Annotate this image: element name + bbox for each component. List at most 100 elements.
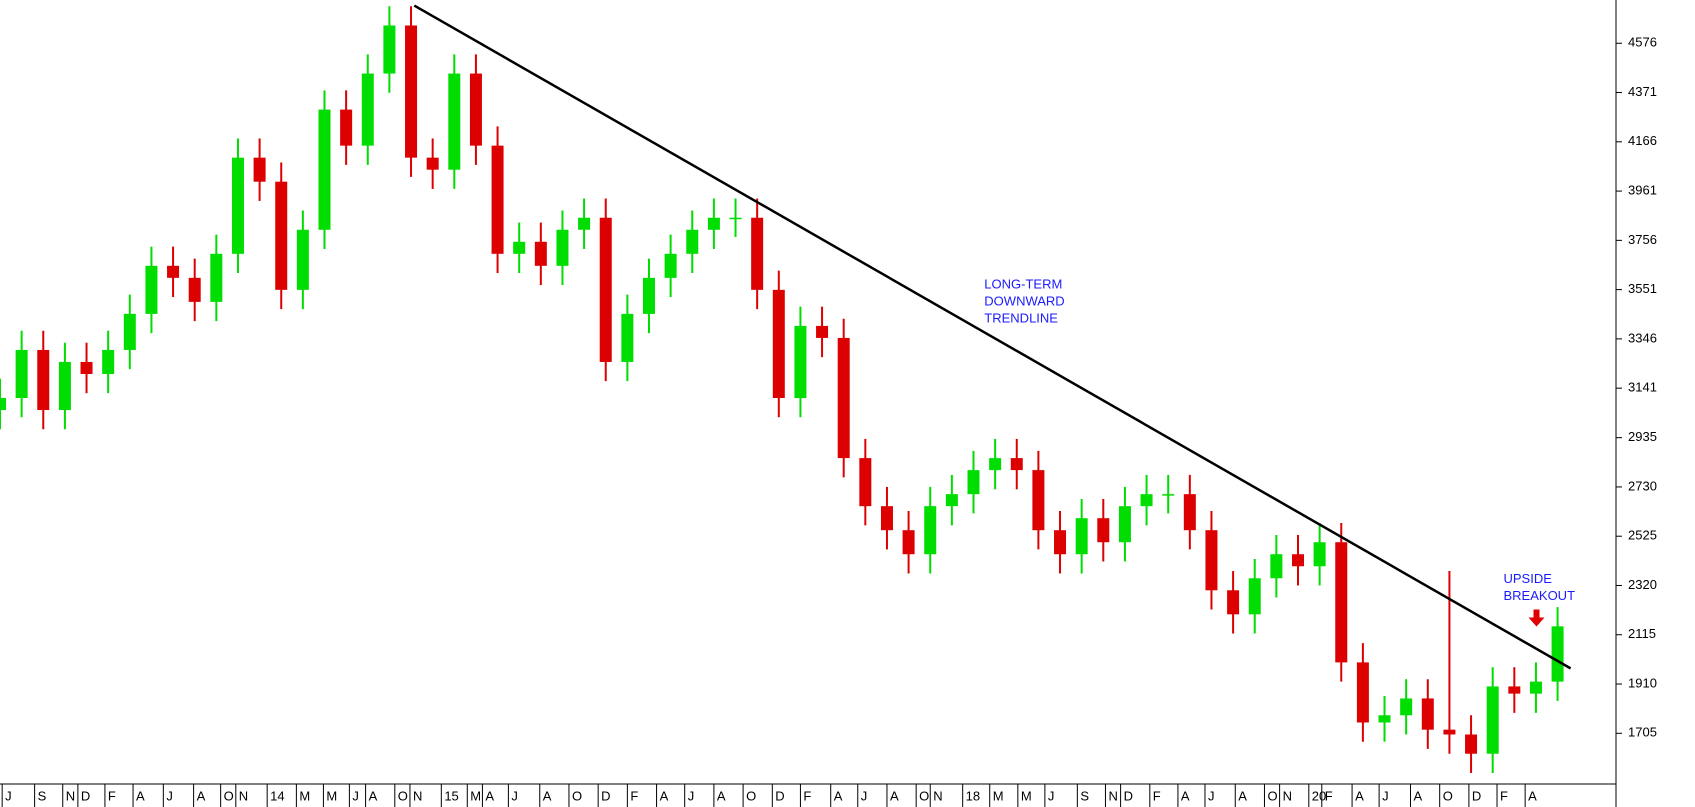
x-tick-label: J <box>1048 788 1055 803</box>
x-tick-label: J <box>511 788 518 803</box>
candle-body <box>1118 506 1131 543</box>
y-tick-label: 4576 <box>1628 35 1657 50</box>
candle-body <box>686 229 699 254</box>
candle-body <box>642 277 655 314</box>
candle-body <box>1378 715 1391 723</box>
y-tick-label: 2115 <box>1628 626 1656 641</box>
y-tick-label: 3141 <box>1628 380 1657 395</box>
candle-body <box>296 229 309 290</box>
candle-body <box>1140 494 1153 507</box>
y-tick-label: 4166 <box>1628 133 1657 148</box>
x-tick-label: A <box>834 788 843 803</box>
candle-body <box>1335 542 1348 663</box>
annotation: TRENDLINE <box>984 310 1058 325</box>
candle-body <box>1486 686 1499 754</box>
candle-body <box>469 73 482 146</box>
candle-body <box>1075 518 1088 555</box>
candle-body <box>1313 542 1326 567</box>
candle-body <box>1421 698 1434 730</box>
candle-body <box>1551 626 1564 682</box>
candle-body <box>231 157 244 254</box>
x-tick-label: F <box>1153 788 1161 803</box>
candle-body <box>188 277 201 302</box>
candle-body <box>1529 681 1542 694</box>
candle-body <box>253 157 266 182</box>
candle-body <box>859 458 872 507</box>
candle-body <box>275 181 288 290</box>
candle-body <box>967 470 980 495</box>
y-tick-label: 3961 <box>1628 183 1657 198</box>
candle-body <box>707 217 720 230</box>
x-tick-label: N <box>933 788 942 803</box>
candle-body <box>664 253 677 278</box>
candle-body <box>1291 554 1304 567</box>
x-tick-label: A <box>1413 788 1422 803</box>
candle-body <box>145 265 158 314</box>
x-tick-label: M <box>299 788 310 803</box>
x-tick-label: J <box>861 788 868 803</box>
y-tick-label: 3756 <box>1628 232 1657 247</box>
candle-body <box>880 506 893 531</box>
x-tick-label: J <box>5 788 12 803</box>
x-tick-label: 18 <box>966 788 980 803</box>
candle-body <box>1400 698 1413 716</box>
candle-body <box>989 458 1002 471</box>
x-tick-label: 20 <box>1312 788 1326 803</box>
candle-body <box>1054 530 1067 555</box>
y-tick-label: 2525 <box>1628 528 1657 543</box>
candle-body <box>210 253 223 302</box>
candle-body <box>1183 494 1196 531</box>
x-tick-label: O <box>224 788 234 803</box>
x-tick-label: M <box>326 788 337 803</box>
candle-body <box>1508 686 1521 694</box>
x-tick-label: O <box>572 788 582 803</box>
candle-body <box>1227 590 1240 615</box>
x-tick-label: A <box>136 788 145 803</box>
x-tick-label: J <box>1208 788 1215 803</box>
candle-body <box>513 241 526 254</box>
x-tick-label: A <box>369 788 378 803</box>
x-tick-label: F <box>630 788 638 803</box>
candle-body <box>794 325 807 399</box>
candle-body <box>599 217 612 362</box>
candle-body <box>772 289 785 399</box>
candle-body <box>80 361 93 374</box>
candle-body <box>556 229 569 266</box>
x-tick-label: S <box>38 788 47 803</box>
candle-body <box>751 217 764 290</box>
candle-body <box>1097 518 1110 543</box>
candle-body <box>448 73 461 170</box>
x-tick-label: N <box>1108 788 1117 803</box>
candle-body <box>491 145 504 254</box>
x-tick-label: A <box>890 788 899 803</box>
candle-body <box>1205 530 1218 591</box>
candle-body <box>167 265 180 278</box>
y-tick-label: 3346 <box>1628 330 1657 345</box>
candle-body <box>1162 494 1175 496</box>
annotation: UPSIDE <box>1504 571 1553 586</box>
x-tick-label: J <box>352 788 359 803</box>
x-tick-label: J <box>166 788 173 803</box>
candle-body <box>361 73 374 146</box>
y-tick-label: 1705 <box>1628 725 1657 740</box>
x-tick-label: M <box>1021 788 1032 803</box>
candle-body <box>945 494 958 507</box>
x-tick-label: F <box>803 788 811 803</box>
x-tick-label: O <box>746 788 756 803</box>
candle-body <box>1010 458 1023 471</box>
x-tick-label: D <box>601 788 610 803</box>
y-tick-label: 2730 <box>1628 478 1657 493</box>
annotation: DOWNWARD <box>984 293 1064 308</box>
x-tick-label: O <box>919 788 929 803</box>
x-tick-label: N <box>239 788 248 803</box>
candle-body <box>534 241 547 266</box>
candle-body <box>340 109 353 146</box>
x-tick-label: S <box>1080 788 1089 803</box>
x-tick-label: D <box>81 788 90 803</box>
x-tick-label: M <box>993 788 1004 803</box>
breakout-arrow <box>1528 609 1545 627</box>
y-tick-label: 2320 <box>1628 577 1657 592</box>
x-tick-label: J <box>688 788 695 803</box>
x-tick-label: O <box>1443 788 1453 803</box>
